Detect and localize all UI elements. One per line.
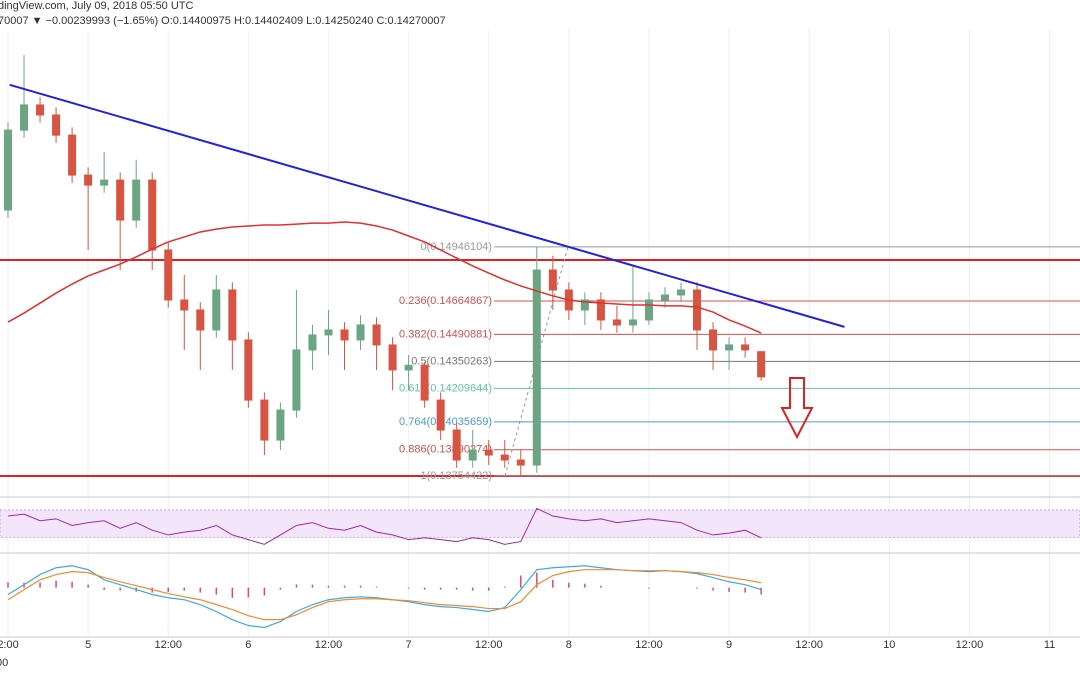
fib-label: 0.5(0.14350263) [411,355,492,367]
candle-body [612,319,621,326]
candle-body [660,294,669,301]
fib-label: 1(0.13754422) [420,470,492,482]
candle-body [484,449,493,456]
candle-body [372,324,381,346]
candle-body [644,299,653,321]
fib-label: 0.382(0.14490881) [399,328,492,340]
fib-label: 0.618(0.14209644) [399,382,492,394]
macd-line [7,569,762,621]
candle-body [548,269,557,291]
candle-body [324,329,333,336]
rsi-line [7,507,762,545]
corner-label: 00 [0,657,8,669]
candle-body [244,339,253,401]
candle-body [20,104,29,131]
candle-body [4,129,13,211]
candle-body [116,179,125,221]
candle-body [84,174,93,186]
fib-label: 0.764(0.14035659) [399,416,492,428]
x-tick-label: 7 [406,639,412,651]
moving-average [7,221,762,334]
candle-body [228,289,237,341]
candle-body [741,344,750,351]
candle-body [180,299,189,311]
candle-body [677,289,686,296]
candle-body [757,351,766,378]
trendline [9,83,845,328]
x-tick-label: 12:00 [956,639,984,651]
candle-body [516,459,525,466]
candle-body [164,249,173,301]
candle-body [725,344,734,351]
candle-body [628,319,637,326]
candle-body [420,364,429,401]
x-tick-label: 12:00 [475,639,503,651]
x-tick-label: 12:00 [315,639,343,651]
candle-body [276,409,285,441]
candle-body [100,179,109,186]
x-tick-label: 12:00 [635,639,663,651]
x-tick-label: 2:00 [0,639,19,651]
x-tick-label: 9 [726,639,732,651]
candle-body [260,399,269,441]
candle-body [500,454,509,461]
candle-body [68,134,77,176]
candle-body [436,399,445,431]
fib-label: 0.236(0.14664867) [399,295,492,307]
x-tick-label: 12:00 [154,639,182,651]
candle-body [196,309,205,331]
x-tick-label: 8 [566,639,572,651]
x-tick-label: 11 [1044,639,1055,651]
x-tick-label: 5 [85,639,91,651]
candle-body [356,324,365,341]
candle-body [212,289,221,331]
header: dingView.com, July 09, 2018 05:50 UTC [0,0,194,12]
fib-label: 0.886(0.13890274) [399,444,492,456]
plot: 2:00 5 12:00 6 12:00 7 12:00 8 12:00 9 12:00 10 12:0… [0,55,1080,651]
candle-body [132,179,141,221]
candle-body [148,179,157,251]
candle-body [532,269,541,466]
candle-body [340,329,349,341]
candle-body [580,299,589,311]
fib-label: 0(0.14946104) [420,241,492,253]
candle-body [36,104,45,116]
candle-body [292,349,301,411]
x-tick-label: 6 [245,639,251,651]
candle-body [452,429,461,461]
candle-body [404,364,413,371]
x-tick-label: 12:00 [795,639,823,651]
candle-body [596,299,605,321]
candle-body [468,449,477,461]
candle-body [388,344,397,371]
candle-body [308,334,317,351]
candle-body [709,329,718,351]
x-tick-label: 10 [883,639,895,651]
quote: 70007 ▼ −0.00239993 (−1.65%) O:0.1440097… [0,15,446,27]
candle-body [52,114,61,136]
down-arrow [780,377,814,440]
candle-body [693,289,702,331]
